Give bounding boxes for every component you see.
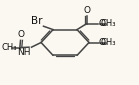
Text: Br: Br <box>31 16 43 26</box>
Text: O: O <box>18 30 25 39</box>
Text: O: O <box>99 38 106 47</box>
Text: CH₃: CH₃ <box>100 38 116 47</box>
Text: NH: NH <box>18 48 31 57</box>
Text: O: O <box>98 19 105 28</box>
Text: CH₃: CH₃ <box>100 19 116 28</box>
Text: O: O <box>83 6 90 15</box>
Text: CH₃: CH₃ <box>2 43 17 52</box>
